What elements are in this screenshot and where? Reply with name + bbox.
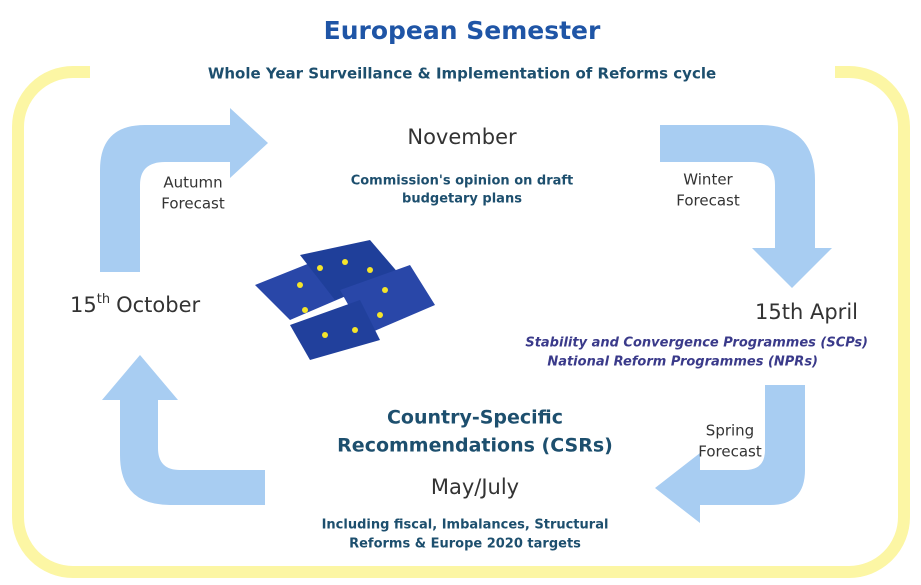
forecast-label: Spring — [706, 422, 754, 440]
node-day: 15 — [70, 293, 97, 317]
node-label: May/July — [431, 475, 519, 499]
node-description: budgetary plans — [402, 192, 522, 207]
arrow-winter — [660, 125, 832, 288]
node-label: November — [407, 125, 517, 149]
node-description: Including fiscal, Imbalances, Structural — [322, 518, 609, 533]
forecast-label: Forecast — [676, 192, 740, 210]
node-suffix: th — [97, 292, 110, 307]
node-description: Commission's opinion on draft — [351, 174, 574, 189]
node-label: 15th October — [70, 292, 200, 318]
node-description: National Reform Programmes (NPRs) — [547, 355, 818, 370]
arrow-autumn — [100, 108, 268, 272]
puzzle-icon — [255, 240, 435, 360]
node-heading: Country-Specific — [387, 407, 563, 429]
title: European Semester — [324, 16, 601, 45]
node-heading: Recommendations (CSRs) — [337, 435, 613, 457]
node-label: 15th April — [755, 300, 858, 324]
forecast-label: Forecast — [161, 195, 225, 213]
forecast-label: Winter — [683, 171, 733, 189]
subtitle: Whole Year Surveillance & Implementation… — [208, 65, 716, 83]
node-description: Reforms & Europe 2020 targets — [349, 537, 581, 552]
forecast-label: Forecast — [698, 443, 762, 461]
arrow-return — [102, 355, 265, 505]
arrow-spring — [655, 385, 805, 523]
node-description: Stability and Convergence Programmes (SC… — [525, 336, 868, 351]
forecast-label: Autumn — [163, 174, 222, 192]
arrows — [100, 108, 832, 523]
node-month: October — [116, 293, 200, 317]
subtitle-bg — [90, 60, 835, 88]
